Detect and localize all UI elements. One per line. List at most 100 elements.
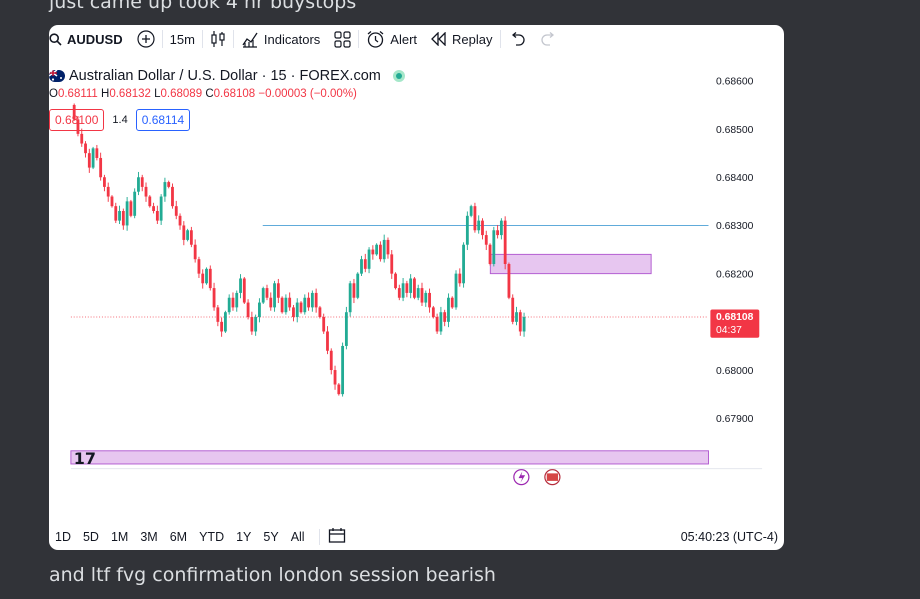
candle-body xyxy=(378,244,382,260)
buy-sell-panel: 0.68100 1.4 0.68114 xyxy=(49,109,191,131)
toolbar-divider xyxy=(499,30,501,48)
candle-body xyxy=(413,278,416,298)
candle-body xyxy=(201,273,205,284)
current-price-tag xyxy=(710,309,760,338)
candle-body xyxy=(288,297,292,308)
candle-body xyxy=(178,215,182,226)
candle-body xyxy=(367,249,371,269)
undo-icon xyxy=(511,32,525,46)
candle-body xyxy=(212,288,216,308)
candle-body xyxy=(227,297,231,313)
candle-body xyxy=(95,148,99,158)
candle-body xyxy=(405,283,409,293)
chart-type-button[interactable] xyxy=(203,25,233,53)
candle-body xyxy=(473,206,477,231)
replay-button[interactable]: Replay xyxy=(424,25,499,53)
period-1y[interactable]: 1Y xyxy=(236,529,252,544)
candle-body xyxy=(424,292,428,303)
period-5y[interactable]: 5Y xyxy=(263,529,279,544)
candle-body xyxy=(450,297,454,308)
candle-body xyxy=(409,278,413,293)
undo-button[interactable] xyxy=(501,25,533,53)
spread-value: 1.4 xyxy=(112,114,128,126)
candle-body xyxy=(133,191,137,216)
tradingview-logo-icon: 17 xyxy=(74,449,96,468)
candle-body xyxy=(231,297,235,308)
period-ytd[interactable]: YTD xyxy=(199,529,225,544)
message-above: just came up took 4 hr buystops xyxy=(49,0,357,13)
candle-body xyxy=(394,273,397,289)
candle-body xyxy=(280,297,284,313)
layout-templates-button[interactable] xyxy=(327,25,358,53)
period-1m[interactable]: 1M xyxy=(110,529,129,544)
message-below: and ltf fvg confirmation london session … xyxy=(49,564,496,586)
period-all[interactable]: All xyxy=(290,529,305,544)
candle-body xyxy=(208,268,212,289)
candle-body xyxy=(87,153,91,168)
low-value: 0.68089 xyxy=(160,88,203,100)
candle-body xyxy=(310,292,314,308)
candle-body xyxy=(397,288,401,298)
candle-body xyxy=(129,201,133,216)
buy-button[interactable]: 0.68114 xyxy=(135,109,191,131)
bar-countdown-label: 04:37 xyxy=(716,325,742,336)
candle-body xyxy=(223,312,227,332)
candle-body xyxy=(261,288,265,303)
candle-body xyxy=(137,177,140,192)
open-value: 0.68111 xyxy=(57,88,98,100)
candles-icon xyxy=(211,31,225,47)
candle-body xyxy=(386,239,390,255)
candle-body xyxy=(503,220,507,265)
redo-button[interactable] xyxy=(533,25,565,53)
candle-body xyxy=(522,317,526,332)
redo-icon xyxy=(540,32,554,46)
us-flag-stripes-icon xyxy=(546,473,559,481)
candle-body xyxy=(246,302,250,318)
candle-body xyxy=(258,302,261,318)
period-1d[interactable]: 1D xyxy=(55,529,71,544)
candle-body xyxy=(220,321,224,332)
candle-body xyxy=(182,225,186,240)
alarm-clock-icon xyxy=(367,30,384,48)
candle-body xyxy=(390,254,394,274)
period-5d[interactable]: 5D xyxy=(82,529,99,544)
candle-body xyxy=(152,206,155,211)
candle-body xyxy=(439,312,443,332)
interval-button[interactable]: 15m xyxy=(163,25,202,53)
period-6m[interactable]: 6M xyxy=(169,529,188,544)
price-axis-label: 0.68600 xyxy=(716,77,754,88)
grid-icon xyxy=(334,30,351,48)
symbol-search-button[interactable]: AUDUSD xyxy=(49,25,130,53)
candle-body xyxy=(114,206,118,221)
symbol-title: Australian Dollar / U.S. Dollar · 15 · F… xyxy=(69,68,381,84)
candle-body xyxy=(454,273,458,308)
candle-body xyxy=(189,230,193,245)
price-chart[interactable]: 0.68600 0.68500 0.68400 0.68300 0.68200 0.680… xyxy=(49,53,784,495)
symbol-legend: Australian Dollar / U.S. Dollar · 15 · F… xyxy=(49,68,405,84)
candle-body xyxy=(269,297,273,308)
price-axis-label: 0.68200 xyxy=(716,269,754,280)
alert-button[interactable]: Alert xyxy=(359,25,424,53)
candle-body xyxy=(276,283,280,298)
candle-body xyxy=(155,210,159,221)
candle-body xyxy=(318,307,322,318)
candle-body xyxy=(91,148,95,168)
candle-body xyxy=(239,278,242,293)
candle-body xyxy=(110,196,114,207)
candle-body xyxy=(481,220,484,236)
symbol-label: AUDUSD xyxy=(67,31,123,47)
candle-body xyxy=(144,186,148,197)
candle-body xyxy=(84,143,87,154)
indicators-button[interactable]: Indicators xyxy=(234,25,327,53)
candle-body xyxy=(333,370,337,385)
ohlc-readout: O0.68111 H0.68132 L0.68089 C0.68108 −0.0… xyxy=(49,88,357,100)
goto-date-calendar-icon[interactable] xyxy=(328,527,346,546)
candle-body xyxy=(235,292,239,308)
candle-body xyxy=(314,292,318,308)
candle-body xyxy=(465,215,469,245)
compare-symbol-button[interactable] xyxy=(130,25,162,53)
period-3m[interactable]: 3M xyxy=(140,529,158,544)
replay-label: Replay xyxy=(452,31,493,47)
candle-body xyxy=(99,157,103,178)
chart-toolbar: AUDUSD 15m Indicators Alert Replay xyxy=(49,25,784,53)
